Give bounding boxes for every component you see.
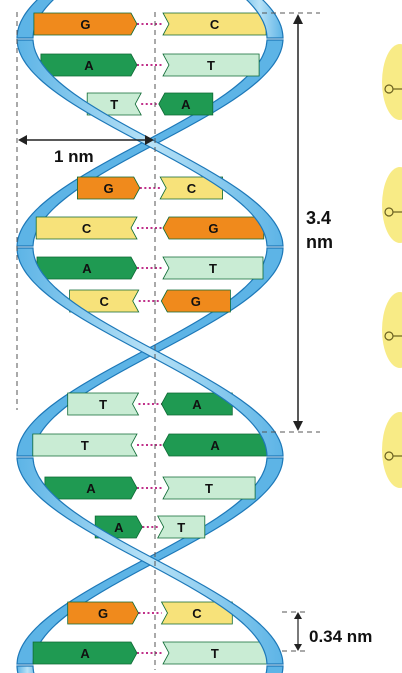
side-panels: [382, 44, 402, 488]
base-right-label-5: T: [209, 261, 217, 276]
strand-b-back-segment-2: [265, 665, 284, 673]
base-left-12: [32, 641, 138, 665]
base-left-label-12: A: [80, 646, 90, 661]
backbone-strand-front: [16, 0, 284, 673]
base-left-label-11: G: [98, 606, 108, 621]
base-right-1: [162, 53, 260, 77]
base-left-label-0: G: [80, 17, 90, 32]
base-right-label-6: G: [191, 294, 201, 309]
base-right-11: [160, 601, 233, 625]
base-right-label-7: A: [192, 397, 202, 412]
base-right-label-2: A: [181, 97, 191, 112]
base-left-label-2: T: [110, 97, 118, 112]
base-left-label-6: C: [100, 294, 110, 309]
base-right-label-10: T: [177, 520, 185, 535]
base-pairs: G CA TT AG CC GA TC GT AT AA TA TG CA T: [32, 12, 268, 665]
backbone-strand-back: [16, 0, 284, 673]
base-left-label-4: C: [82, 221, 92, 236]
base-right-label-3: C: [187, 181, 197, 196]
side-panel-3: [382, 292, 402, 368]
width-label: 1 nm: [54, 147, 94, 166]
pitch-value-label: 3.4: [306, 208, 332, 228]
rise-dimension-arrow: [294, 612, 302, 651]
base-right-label-11: C: [192, 606, 202, 621]
side-panel-4: [382, 412, 402, 488]
base-right-4: [162, 216, 265, 240]
base-left-label-10: A: [114, 520, 124, 535]
side-panel-1: [382, 44, 402, 120]
pitch-unit-label: nm: [306, 232, 333, 252]
base-left-11: [67, 601, 139, 625]
side-panel-2: [382, 167, 402, 243]
pitch-dimension-arrow: [293, 14, 303, 431]
base-right-label-9: T: [205, 481, 213, 496]
base-right-7: [161, 392, 233, 416]
base-right-6: [160, 289, 231, 313]
base-right-label-4: G: [208, 221, 218, 236]
base-right-5: [162, 256, 264, 280]
base-right-label-12: T: [211, 646, 219, 661]
strand-a-front-segment-0: [246, 0, 284, 39]
strand-a-front-segment-1: [16, 247, 284, 457]
base-right-label-0: C: [210, 17, 220, 32]
base-left-3: [77, 176, 141, 200]
base-left-label-9: A: [86, 481, 96, 496]
base-right-label-1: T: [207, 58, 215, 73]
base-right-2: [158, 92, 214, 116]
base-left-label-1: A: [84, 58, 94, 73]
base-right-10: [157, 515, 206, 539]
base-left-label-7: T: [99, 397, 107, 412]
base-left-label-3: G: [104, 181, 114, 196]
base-left-0: [33, 12, 138, 36]
base-right-9: [162, 476, 256, 500]
base-right-3: [159, 176, 224, 200]
width-dimension-arrow: [18, 135, 154, 145]
base-left-4: [35, 216, 138, 240]
strand-b-front-segment-0: [16, 39, 284, 247]
strand-b-front-segment-1: [16, 457, 284, 665]
base-left-7: [67, 392, 140, 416]
guide-lines: [16, 12, 320, 670]
base-left-8: [32, 433, 138, 457]
strand-a-front-segment-2: [16, 665, 35, 673]
base-left-label-8: T: [81, 438, 89, 453]
base-left-label-5: A: [82, 261, 92, 276]
base-right-label-8: A: [210, 438, 220, 453]
rise-label: 0.34 nm: [309, 627, 373, 646]
